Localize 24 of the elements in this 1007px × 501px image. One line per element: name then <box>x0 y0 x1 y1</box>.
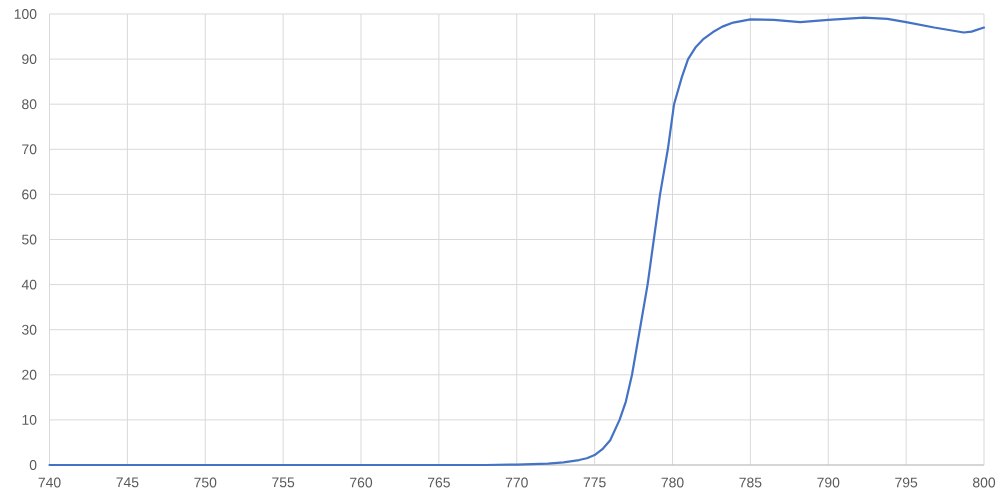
y-tick-label: 0 <box>29 460 37 470</box>
x-tick-label: 740 <box>38 477 61 488</box>
x-tick-label: 790 <box>817 477 840 488</box>
x-tick-label: 785 <box>739 477 762 488</box>
y-tick-label: 10 <box>22 414 37 425</box>
y-tick-label: 50 <box>22 234 37 245</box>
x-tick-label: 750 <box>194 477 217 488</box>
x-tick-label: 745 <box>116 477 139 488</box>
y-tick-label: 100 <box>14 9 37 19</box>
x-tick-label: 800 <box>972 477 996 488</box>
x-tick-label: 795 <box>895 477 918 488</box>
y-tick-label: 60 <box>22 189 37 200</box>
y-tick-label: 40 <box>21 279 37 290</box>
x-tick-label: 775 <box>583 477 606 488</box>
y-tick-label: 30 <box>22 324 37 335</box>
x-tick-label: 765 <box>427 477 450 488</box>
y-tick-label: 70 <box>22 144 37 155</box>
x-tick-label: 760 <box>350 477 373 488</box>
y-tick-label: 80 <box>22 99 37 110</box>
x-tick-label: 755 <box>272 477 295 488</box>
x-tick-label: 770 <box>505 477 528 488</box>
x-tick-label: 780 <box>661 477 684 488</box>
y-tick-label: 20 <box>22 369 37 380</box>
y-tick-label: 90 <box>22 54 37 65</box>
